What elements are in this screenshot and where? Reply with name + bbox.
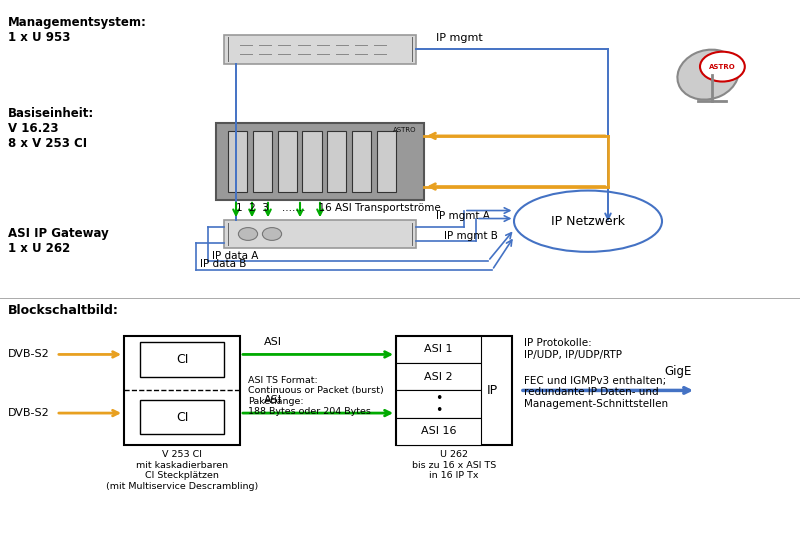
Text: ASI 1: ASI 1 [424, 344, 453, 354]
FancyBboxPatch shape [396, 418, 481, 445]
Text: U 262
bis zu 16 x ASI TS
in 16 IP Tx: U 262 bis zu 16 x ASI TS in 16 IP Tx [412, 450, 496, 480]
Text: ASI 2: ASI 2 [424, 372, 453, 382]
Text: IP mgmt: IP mgmt [436, 33, 482, 43]
Text: V 253 CI
mit kaskadierbaren
CI Steckplätzen
(mit Multiservice Descrambling): V 253 CI mit kaskadierbaren CI Steckplät… [106, 450, 258, 490]
Text: Basiseinheit:
V 16.23
8 x V 253 CI: Basiseinheit: V 16.23 8 x V 253 CI [8, 107, 94, 150]
FancyBboxPatch shape [396, 390, 481, 418]
Text: IP mgmt A: IP mgmt A [436, 211, 490, 221]
Text: ASI 16: ASI 16 [421, 426, 456, 437]
FancyBboxPatch shape [302, 131, 322, 192]
FancyBboxPatch shape [396, 336, 512, 445]
Circle shape [700, 52, 745, 82]
FancyBboxPatch shape [224, 220, 416, 248]
FancyBboxPatch shape [140, 400, 224, 434]
Text: IP Netzwerk: IP Netzwerk [551, 215, 625, 228]
FancyBboxPatch shape [224, 35, 416, 64]
FancyBboxPatch shape [352, 131, 371, 192]
Circle shape [262, 228, 282, 240]
Text: IP Protokolle:
IP/UDP, IP/UDP/RTP: IP Protokolle: IP/UDP, IP/UDP/RTP [524, 338, 622, 360]
Text: IP data A: IP data A [212, 251, 258, 261]
Text: IP: IP [487, 384, 498, 397]
Text: ASI TS Format:
Continuous or Packet (burst)
Paketlänge:
188 Bytes oder 204 Bytes: ASI TS Format: Continuous or Packet (bur… [248, 376, 384, 416]
Text: IP mgmt B: IP mgmt B [444, 231, 498, 241]
Text: 1  2  3    .......    16 ASI Transportströme: 1 2 3 ....... 16 ASI Transportströme [236, 203, 441, 213]
Text: GigE: GigE [665, 366, 692, 378]
Ellipse shape [678, 50, 738, 100]
Text: ASTRO: ASTRO [709, 63, 736, 70]
FancyBboxPatch shape [253, 131, 272, 192]
Text: DVB-S2: DVB-S2 [8, 408, 50, 418]
FancyBboxPatch shape [124, 336, 240, 445]
Text: •
•: • • [434, 392, 442, 417]
Text: CI: CI [176, 353, 188, 366]
Text: FEC und IGMPv3 enthalten;
redundante IP Daten- und
Management-Schnittstellen: FEC und IGMPv3 enthalten; redundante IP … [524, 376, 668, 409]
Text: Blockschaltbild:: Blockschaltbild: [8, 304, 119, 317]
FancyBboxPatch shape [216, 123, 424, 200]
Ellipse shape [514, 191, 662, 252]
FancyBboxPatch shape [327, 131, 346, 192]
Text: ASI IP Gateway
1 x U 262: ASI IP Gateway 1 x U 262 [8, 227, 109, 255]
Text: DVB-S2: DVB-S2 [8, 350, 50, 359]
Text: Managementsystem:
1 x U 953: Managementsystem: 1 x U 953 [8, 16, 147, 44]
Text: ASI: ASI [264, 337, 282, 347]
FancyBboxPatch shape [278, 131, 297, 192]
Text: IP data B: IP data B [200, 259, 246, 269]
FancyBboxPatch shape [396, 363, 481, 390]
FancyBboxPatch shape [377, 131, 396, 192]
Text: CI: CI [176, 410, 188, 424]
FancyBboxPatch shape [140, 342, 224, 377]
Circle shape [238, 228, 258, 240]
Text: ASTRO: ASTRO [393, 127, 416, 133]
FancyBboxPatch shape [228, 131, 247, 192]
Text: ASI: ASI [264, 395, 282, 406]
FancyBboxPatch shape [396, 336, 481, 363]
